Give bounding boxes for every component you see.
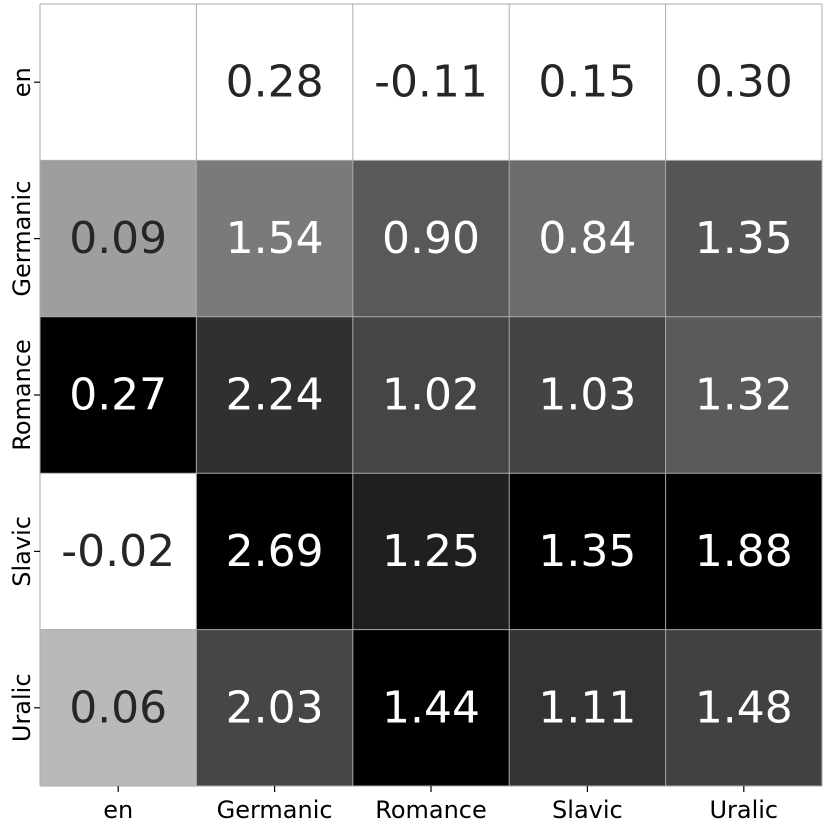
x-tick-label-romance: Romance bbox=[375, 796, 487, 823]
value-label-romance-uralic: 1.32 bbox=[695, 370, 793, 421]
y-tick-label-uralic: Uralic bbox=[8, 673, 36, 742]
value-label-romance-slavic: 1.03 bbox=[538, 370, 636, 421]
x-tick-label-slavic: Slavic bbox=[552, 796, 623, 823]
y-tick-label-slavic: Slavic bbox=[8, 516, 36, 587]
cell-en-germanic bbox=[196, 4, 353, 161]
cell-romance-germanic bbox=[196, 316, 353, 474]
cell-slavic-en bbox=[40, 473, 197, 630]
value-label-en-germanic: 0.28 bbox=[226, 57, 324, 108]
value-label-slavic-germanic: 2.69 bbox=[226, 526, 324, 577]
cell-romance-romance bbox=[352, 316, 510, 474]
cell-en-romance bbox=[352, 4, 510, 161]
y-tick-label-en: en bbox=[8, 67, 36, 97]
value-label-romance-en: 0.27 bbox=[69, 370, 167, 421]
value-label-uralic-slavic: 1.11 bbox=[538, 682, 636, 733]
cell-uralic-uralic bbox=[665, 629, 822, 786]
cell-slavic-uralic bbox=[665, 473, 822, 630]
value-label-romance-romance: 1.02 bbox=[382, 370, 480, 421]
cell-romance-slavic bbox=[509, 316, 666, 474]
cell-slavic-germanic bbox=[196, 473, 353, 630]
value-label-en-slavic: 0.15 bbox=[538, 57, 636, 108]
y-axis: en Germanic Romance Slavic Uralic bbox=[8, 67, 40, 742]
value-label-romance-germanic: 2.24 bbox=[226, 370, 324, 421]
cell-en-uralic bbox=[665, 4, 822, 161]
cell-uralic-slavic bbox=[509, 629, 666, 786]
value-label-slavic-romance: 1.25 bbox=[382, 526, 480, 577]
value-label-germanic-germanic: 1.54 bbox=[226, 213, 324, 264]
x-tick-label-en: en bbox=[103, 796, 133, 823]
cell-germanic-en bbox=[40, 160, 197, 317]
value-label-uralic-en: 0.06 bbox=[69, 682, 167, 733]
cell-uralic-germanic bbox=[196, 629, 353, 786]
value-label-germanic-en: 0.09 bbox=[69, 213, 167, 264]
cell-germanic-slavic bbox=[509, 160, 666, 317]
cell-uralic-romance bbox=[352, 629, 510, 786]
value-label-en-uralic: 0.30 bbox=[695, 57, 793, 108]
value-label-germanic-slavic: 0.84 bbox=[538, 213, 636, 264]
cell-en-en bbox=[40, 4, 197, 161]
heatmap-value-labels: 0.28 -0.11 0.15 0.30 0.09 1.54 0.90 0.84 1.35 0.2… bbox=[61, 57, 793, 734]
x-axis: en Germanic Romance Slavic Uralic bbox=[103, 786, 778, 823]
cell-romance-en bbox=[40, 316, 197, 474]
cell-germanic-germanic bbox=[196, 160, 353, 317]
cell-germanic-uralic bbox=[665, 160, 822, 317]
heatmap-gridlines bbox=[39, 3, 823, 787]
value-label-slavic-en: -0.02 bbox=[61, 526, 175, 577]
cell-slavic-slavic bbox=[509, 473, 666, 630]
heatmap-cells bbox=[40, 4, 822, 786]
value-label-uralic-uralic: 1.48 bbox=[695, 682, 793, 733]
value-label-slavic-slavic: 1.35 bbox=[538, 526, 636, 577]
cell-romance-uralic bbox=[665, 316, 822, 474]
x-tick-label-germanic: Germanic bbox=[217, 796, 333, 823]
value-label-germanic-uralic: 1.35 bbox=[695, 213, 793, 264]
value-label-en-romance: -0.11 bbox=[374, 57, 488, 108]
value-label-slavic-uralic: 1.88 bbox=[695, 526, 793, 577]
y-tick-label-germanic: Germanic bbox=[8, 181, 36, 297]
x-tick-label-uralic: Uralic bbox=[709, 796, 778, 823]
cell-uralic-en bbox=[40, 629, 197, 786]
value-label-germanic-romance: 0.90 bbox=[382, 213, 480, 264]
cell-en-slavic bbox=[509, 4, 666, 161]
value-label-uralic-germanic: 2.03 bbox=[226, 682, 324, 733]
y-tick-label-romance: Romance bbox=[8, 339, 36, 451]
cell-slavic-romance bbox=[352, 473, 510, 630]
value-label-uralic-romance: 1.44 bbox=[382, 682, 480, 733]
cell-germanic-romance bbox=[352, 160, 510, 317]
